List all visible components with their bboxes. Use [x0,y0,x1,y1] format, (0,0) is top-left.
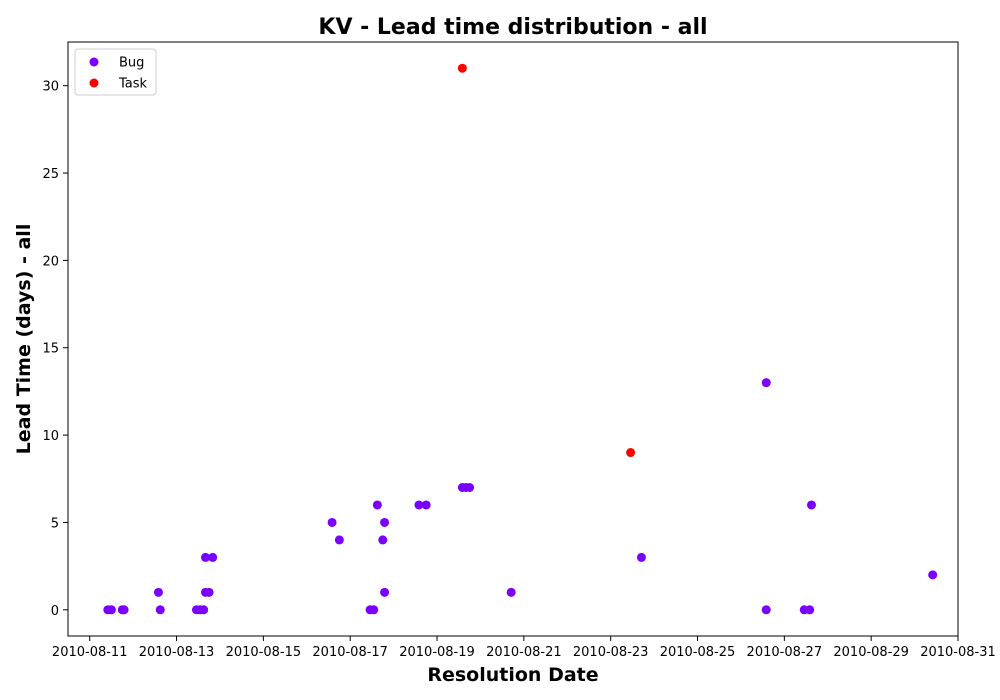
legend: Bug Task [74,48,157,96]
bug-point [465,483,475,492]
y-tick-label: 15 [42,342,59,357]
y-tick-label: 0 [51,604,59,619]
y-tick-label: 25 [42,167,59,182]
x-tick-label: 2010-08-21 [486,645,562,660]
bug-point [380,587,390,597]
y-axis-label: Lead Time (days) - all [13,224,35,455]
bug-point [369,605,379,615]
y-tick-label: 20 [42,254,59,269]
bug-point [200,552,210,562]
bug-point [106,605,116,615]
y-tick-label: 10 [42,429,59,444]
bug-point [761,605,771,615]
x-tick-label: 2010-08-13 [139,645,215,660]
chart-title: KV - Lead time distribution - all [318,15,707,40]
x-axis: 2010-08-11 2010-08-13 2010-08-15 2010-08-17… [52,636,996,660]
bug-point [414,500,424,510]
bug-point [805,605,815,615]
bug-point [636,552,646,562]
plot-points [103,63,938,615]
bug-point [506,587,516,597]
legend-label-bug: Bug [119,56,144,71]
x-tick-label: 2010-08-17 [312,645,388,660]
legend-label-task: Task [118,77,148,92]
x-tick-label: 2010-08-31 [920,645,996,660]
bug-point [119,605,129,615]
x-tick-label: 2010-08-29 [833,645,909,660]
bug-point [380,517,390,527]
y-tick-label: 5 [51,516,59,531]
y-axis: 0 5 10 15 20 25 30 [42,80,68,619]
x-tick-label: 2010-08-27 [747,645,823,660]
bug-point [334,535,344,545]
bug-point [204,587,214,597]
bug-point [761,378,771,388]
task-point [626,448,636,458]
x-tick-label: 2010-08-25 [660,645,736,660]
legend-marker-bug [89,57,99,67]
bug-point [928,570,938,580]
x-axis-label: Resolution Date [427,664,598,686]
bug-point [199,605,209,615]
bug-point [372,500,382,510]
x-tick-label: 2010-08-23 [573,645,649,660]
task-point [457,63,467,73]
bug-point [153,587,163,597]
x-tick-label: 2010-08-11 [52,645,128,660]
bug-point [327,517,337,527]
x-tick-label: 2010-08-15 [226,645,302,660]
y-tick-label: 30 [42,80,59,95]
bug-point [208,552,218,562]
plot-frame [67,41,959,637]
legend-marker-task [89,78,99,88]
bug-point [378,535,388,545]
bug-point [155,605,165,615]
bug-point [421,500,431,510]
bug-point [806,500,816,510]
x-tick-label: 2010-08-19 [399,645,475,660]
